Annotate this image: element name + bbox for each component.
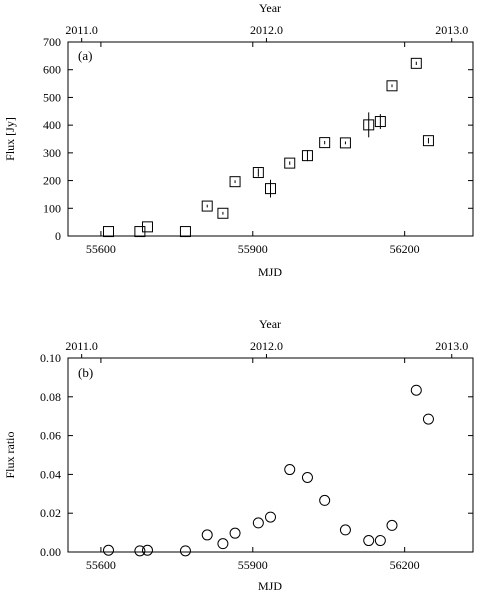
- flux-top-axis-title: Year: [259, 1, 281, 15]
- flux-data-point: [179, 226, 191, 238]
- flux-ratio-data-point: [252, 517, 264, 529]
- flux-ratio-plot-frame: [67, 357, 474, 553]
- flux-ratio-y-tick-label: 0.08: [40, 390, 61, 404]
- flux-ratio-data-point: [265, 511, 276, 523]
- flux-ratio-data-point: [363, 535, 375, 547]
- flux-x-axis-title: MJD: [258, 265, 282, 279]
- flux-ratio-y-tick-label: 0.10: [40, 351, 61, 365]
- flux-y-tick-label: 100: [43, 201, 61, 215]
- flux-data-point: [141, 221, 153, 233]
- flux-y-tick-label: 400: [43, 118, 61, 132]
- flux-year-tick-label: 2012.0: [250, 23, 283, 37]
- flux-y-tick-label: 600: [43, 63, 61, 77]
- flux-ratio-x-tick-label: 55900: [238, 558, 268, 572]
- flux-ratio-x-tick-label: 56200: [390, 558, 420, 572]
- flux-ratio-y-tick-label: 0.00: [40, 545, 61, 559]
- flux-ratio-data-point: [374, 535, 386, 547]
- flux-ratio-year-tick-label: 2012.0: [250, 339, 283, 353]
- flux-axis-ticks: 55600 55900 56200 2011.0 2012.0 2013.0 0 100 200…: [43, 23, 473, 256]
- flux-x-tick-label: 55600: [86, 242, 116, 256]
- flux-ratio-data-point: [410, 384, 422, 396]
- flux-ratio-top-axis-title: Year: [259, 317, 281, 331]
- flux-x-tick-label: 56200: [390, 242, 420, 256]
- flux-ratio-y-tick-label: 0.06: [40, 429, 61, 443]
- flux-ratio-data-point: [339, 524, 351, 536]
- flux-data-points: [103, 57, 434, 238]
- flux-data-point: [319, 137, 331, 149]
- flux-ratio-year-tick-label: 2011.0: [65, 339, 98, 353]
- flux-data-point: [217, 207, 229, 219]
- flux-data-point: [422, 135, 434, 147]
- flux-ratio-data-point: [319, 494, 331, 506]
- flux-panel: 55600 55900 56200 2011.0 2012.0 2013.0 0 100 200…: [3, 1, 474, 279]
- flux-ratio-data-point: [103, 544, 114, 556]
- flux-ratio-y-tick-label: 0.02: [40, 506, 61, 520]
- flux-ratio-data-point: [179, 545, 191, 557]
- flux-panel-label: (a): [78, 48, 92, 63]
- flux-ratio-axis-ticks: 55600 55900 56200 2011.0 2012.0 2013.0 0.00 0.0…: [40, 339, 473, 572]
- flux-ratio-panel: 55600 55900 56200 2011.0 2012.0 2013.0 0.00 0.0…: [3, 317, 474, 593]
- flux-data-point: [284, 157, 296, 169]
- flux-ratio-data-point: [301, 472, 313, 484]
- flux-x-tick-label: 55900: [238, 242, 268, 256]
- flux-ratio-data-point: [229, 527, 241, 539]
- flux-ratio-data-point: [141, 544, 153, 556]
- flux-ratio-data-point: [201, 529, 213, 541]
- flux-ratio-data-point: [386, 519, 398, 531]
- flux-data-point: [339, 137, 351, 149]
- flux-data-point: [410, 57, 422, 69]
- flux-ratio-y-axis-title: Flux ratio: [3, 432, 17, 479]
- flux-y-tick-label: 200: [43, 174, 61, 188]
- flux-data-point: [363, 119, 375, 131]
- flux-data-point: [386, 80, 398, 92]
- flux-y-tick-label: 700: [43, 35, 61, 49]
- flux-y-tick-label: 0: [55, 229, 61, 243]
- flux-y-axis-title: Flux [Jy]: [3, 117, 17, 161]
- flux-data-point: [252, 167, 264, 179]
- flux-ratio-year-tick-label: 2013.0: [435, 339, 468, 353]
- flux-data-point: [201, 200, 213, 212]
- flux-ratio-panel-label: (b): [78, 365, 93, 380]
- flux-ratio-y-tick-label: 0.04: [40, 467, 61, 481]
- flux-data-point: [265, 183, 276, 195]
- flux-data-point: [103, 226, 114, 238]
- flux-data-point: [374, 116, 386, 128]
- flux-ratio-x-axis-title: MJD: [258, 579, 282, 593]
- flux-y-tick-label: 500: [43, 90, 61, 104]
- flux-data-point: [301, 150, 313, 162]
- flux-plot-frame: [67, 41, 474, 237]
- flux-data-point: [229, 176, 241, 188]
- flux-year-tick-label: 2011.0: [65, 23, 98, 37]
- flux-ratio-x-tick-label: 55600: [86, 558, 116, 572]
- flux-year-tick-label: 2013.0: [435, 23, 468, 37]
- flux-ratio-data-points: [103, 384, 434, 557]
- flux-ratio-data-point: [284, 464, 296, 476]
- flux-ratio-data-point: [134, 545, 146, 557]
- flux-ratio-data-point: [422, 413, 434, 425]
- flux-ratio-data-point: [217, 538, 229, 550]
- flux-y-tick-label: 300: [43, 146, 61, 160]
